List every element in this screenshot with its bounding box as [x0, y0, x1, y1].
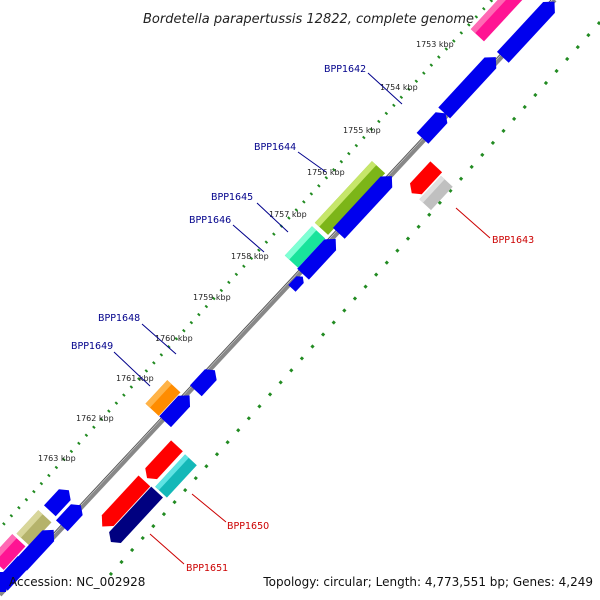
feature-olive[interactable] — [16, 510, 52, 546]
feature-bpp1642-pink[interactable] — [470, 0, 532, 42]
gene-label-bpp1650[interactable]: BPP1650 — [227, 521, 269, 532]
feature-blue-small-1755[interactable] — [416, 108, 452, 144]
feature-bpp1646-aqua[interactable] — [284, 226, 326, 268]
gene-label-bpp1646[interactable]: BPP1646 — [189, 215, 231, 226]
leader-bpp1644 — [297, 151, 327, 173]
outer-tick-row — [0, 0, 494, 530]
feature-blue-1763-b[interactable] — [55, 500, 87, 532]
leader-bpp1650 — [191, 493, 227, 523]
leader-bpp1648 — [141, 323, 177, 355]
leader-bpp1643 — [455, 207, 491, 239]
gene-label-bpp1649[interactable]: BPP1649 — [71, 341, 113, 352]
feature-pink-left[interactable] — [0, 534, 26, 570]
feature-bpp1643-grey[interactable] — [419, 175, 453, 211]
gene-label-bpp1643[interactable]: BPP1643 — [492, 235, 534, 246]
feature-bpp1651-navy[interactable] — [105, 486, 163, 548]
leader-bpp1651 — [149, 533, 185, 565]
feature-bpp1650-red[interactable] — [96, 475, 151, 532]
feature-bpp1645-blue[interactable] — [332, 171, 398, 239]
tick-label-1761: 1761 kbp — [116, 374, 154, 383]
feature-bpp1644-green[interactable] — [314, 161, 386, 235]
feature-blue-corner[interactable] — [0, 572, 6, 592]
feature-bpp1650-cyan[interactable] — [155, 454, 197, 498]
leader-bpp1646 — [232, 224, 265, 253]
map-title: Bordetella parapertussis 12822, complete… — [143, 12, 474, 27]
leader-bpp1642 — [367, 72, 403, 105]
tick-label-1759: 1759 kbp — [193, 293, 231, 302]
feature-blue-1761-right[interactable] — [189, 365, 221, 397]
feature-blue-1761-left[interactable] — [159, 390, 195, 428]
tick-label-1757: 1757 kbp — [269, 210, 307, 219]
feature-bpp1642-blue[interactable] — [438, 52, 501, 119]
tick-label-1755: 1755 kbp — [343, 126, 381, 135]
gene-label-bpp1644[interactable]: BPP1644 — [254, 142, 296, 153]
tick-label-1753: 1753 kbp — [416, 40, 454, 49]
feature-blue-1758[interactable] — [297, 233, 341, 280]
genome-summary-text: Topology: circular; Length: 4,773,551 bp… — [262, 575, 593, 589]
feature-red-1762[interactable] — [141, 440, 183, 483]
tick-label-1760: 1760 kbp — [155, 334, 193, 343]
tick-label-1762: 1762 kbp — [76, 414, 114, 423]
feature-bpp1649-orange[interactable] — [145, 380, 181, 416]
gene-label-bpp1651[interactable]: BPP1651 — [186, 563, 228, 574]
feature-bpp1643-red[interactable] — [406, 161, 443, 198]
tick-label-1754: 1754 kbp — [380, 83, 418, 92]
accession-text: Accession: NC_002928 — [9, 575, 145, 589]
gene-label-bpp1648[interactable]: BPP1648 — [98, 313, 140, 324]
leader-bpp1645 — [256, 202, 289, 233]
feature-blue-tiny-1758[interactable] — [288, 273, 306, 292]
inner-tick-row — [108, 21, 600, 576]
feature-blue-1763-a[interactable] — [43, 485, 75, 517]
gene-label-bpp1642[interactable]: BPP1642 — [324, 64, 366, 75]
gene-label-bpp1645[interactable]: BPP1645 — [211, 192, 253, 203]
feature-blue-top-right[interactable] — [496, 0, 560, 63]
tick-label-1763: 1763 kbp — [38, 454, 76, 463]
leader-bpp1649 — [113, 351, 151, 387]
tick-label-1756: 1756 kbp — [307, 168, 345, 177]
tick-label-1758: 1758 kbp — [231, 252, 269, 261]
